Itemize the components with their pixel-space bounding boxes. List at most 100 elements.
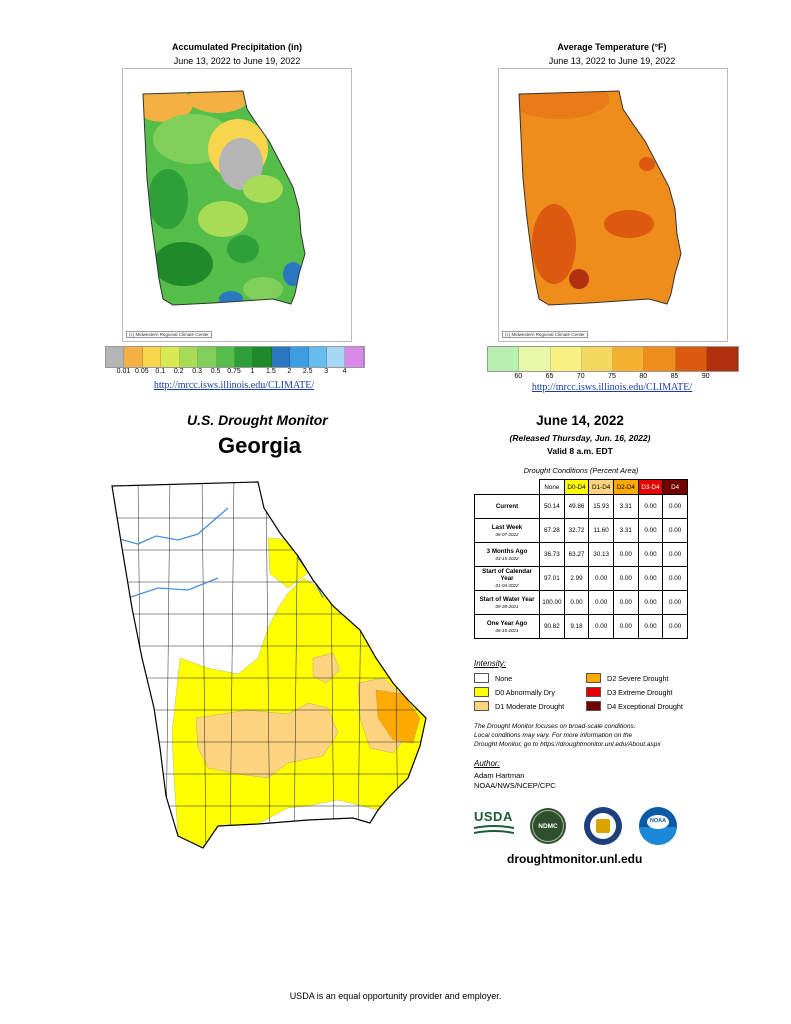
- table-cell: 0.00: [637, 518, 664, 543]
- temp-link[interactable]: http://mrcc.isws.illinois.edu/CLIMATE/: [531, 382, 693, 393]
- row-header: Start of Water Year 09-28-2021: [473, 590, 541, 615]
- intensity-label: D1 Moderate Drought: [495, 701, 565, 711]
- intensity-swatch: [586, 701, 601, 711]
- row-label: Start of Calendar Year: [482, 568, 532, 582]
- tick-label: 70: [576, 373, 585, 380]
- precip-link[interactable]: http://mrcc.isws.illinois.edu/CLIMATE/: [153, 380, 315, 391]
- intensity-swatch: [474, 701, 489, 711]
- ndmc-logo-text: NDMC: [538, 822, 558, 830]
- table-cell: 0.00: [637, 494, 664, 519]
- tick-label: 0.05: [135, 368, 149, 375]
- intensity-item: D3 Extreme Drought: [586, 687, 673, 697]
- table-cell: 0.00: [662, 518, 688, 543]
- temp-tick-labels: 60 65 70 75 80 85 90: [487, 373, 737, 383]
- intensity-label: D0 Abnormally Dry: [495, 687, 555, 697]
- release-date: (Released Thursday, Jun. 16, 2022): [509, 433, 651, 443]
- table-cell: 0.00: [612, 542, 639, 567]
- temp-map: [518, 90, 682, 306]
- row-label: One Year Ago: [486, 619, 528, 627]
- tick-label: 0.2: [173, 368, 184, 375]
- precip-tick-labels: 0.01 0.05 0.1 0.2 0.3 0.5 0.75 1 1.5 2 2.5 3 4: [105, 368, 363, 378]
- author-org: NOAA/NWS/NCEP/CPC: [474, 781, 556, 790]
- precip-map: [142, 90, 306, 306]
- table-row: One Year Ago 06-15-2021 90.82 9.18 0.00 0.00 0…: [473, 614, 688, 639]
- state-name: Georgia: [218, 433, 302, 458]
- intensity-label: None: [495, 673, 513, 683]
- table-cell: 0.00: [662, 590, 688, 615]
- intensity-label: D2 Severe Drought: [607, 673, 669, 683]
- intensity-swatch: [586, 687, 601, 697]
- valid-time: Valid 8 a.m. EDT: [547, 446, 613, 456]
- site-url[interactable]: droughtmonitor.unl.edu: [507, 852, 643, 866]
- row-header: Last Week 06-07-2022: [473, 518, 541, 543]
- row-label: Current: [495, 503, 519, 510]
- table-cell: 0.00: [637, 590, 664, 615]
- tick-label: 0.75: [227, 368, 241, 375]
- tick-label: 1.5: [265, 368, 276, 375]
- intensity-item: D0 Abnormally Dry: [474, 687, 555, 697]
- row-label: Start of Water Year: [479, 595, 535, 603]
- column-header: D2-D4: [612, 479, 639, 495]
- table-cell: 0.00: [612, 566, 639, 591]
- tick-label: 65: [545, 373, 554, 380]
- table-cell: 63.27: [563, 542, 590, 567]
- table-cell: 0.00: [612, 614, 639, 639]
- table-cell: 0.00: [563, 590, 590, 615]
- intensity-swatch: [474, 687, 489, 697]
- legend-swatch: [253, 347, 272, 367]
- intensity-item: D2 Severe Drought: [586, 673, 669, 683]
- legend-swatch: [581, 347, 613, 371]
- table-cell: 0.00: [588, 590, 614, 615]
- drought-stats-table: None D0-D4 D1-D4 D2-D4 D3-D4 D4 Current 50.14 4…: [473, 479, 688, 639]
- row-date: 01-04-2022: [495, 583, 519, 588]
- intensity-swatch: [474, 673, 489, 683]
- table-cell: 3.31: [612, 518, 639, 543]
- tick-label: 0.3: [192, 368, 203, 375]
- tick-label: 3: [324, 368, 329, 375]
- row-date: 06-15-2021: [495, 627, 519, 633]
- legend-swatch: [106, 347, 125, 367]
- intensity-label: D3 Extreme Drought: [607, 687, 673, 697]
- legend-swatch: [519, 347, 551, 371]
- table-cell: 97.01: [539, 566, 565, 591]
- table-cell: 2.99: [563, 566, 590, 591]
- monitor-heading: U.S. Drought Monitor: [187, 412, 328, 428]
- table-cell: 15.93: [588, 494, 614, 519]
- row-label: Last Week: [491, 523, 523, 531]
- table-cell: 30.13: [588, 542, 614, 567]
- intensity-item: None: [474, 673, 512, 683]
- legend-swatch: [345, 347, 364, 367]
- table-caption: Drought Conditions (Percent Area): [523, 466, 639, 475]
- legend-swatch: [675, 347, 707, 371]
- temp-subtitle: June 13, 2022 to June 19, 2022: [548, 56, 676, 66]
- tick-label: 85: [670, 373, 679, 380]
- temp-color-legend: [487, 346, 739, 372]
- note-line-2: Local conditions may vary. For more info…: [474, 732, 633, 739]
- legend-swatch: [271, 347, 291, 367]
- table-cell: 9.18: [563, 614, 590, 639]
- author-title: Author:: [474, 759, 500, 768]
- temp-title: Average Temperature (°F): [557, 42, 667, 52]
- table-row: Current 50.14 49.86 15.93 3.31 0.00 0.00: [473, 494, 688, 519]
- table-cell: 0.00: [612, 590, 639, 615]
- legend-swatch: [216, 347, 235, 367]
- table-row: 3 Months Ago 03-15-2022 36.73 63.27 30.13 0.0…: [473, 542, 688, 567]
- tick-label: 0.1: [155, 368, 166, 375]
- tick-label: 4: [342, 368, 347, 375]
- tick-label: 1: [250, 368, 255, 375]
- table-cell: 3.31: [612, 494, 639, 519]
- legend-swatch: [198, 347, 217, 367]
- table-cell: 50.14: [539, 494, 565, 519]
- column-header: D3-D4: [637, 479, 664, 495]
- noaa-logo-text: NOAA: [649, 818, 667, 824]
- precip-subtitle: June 13, 2022 to June 19, 2022: [173, 56, 301, 66]
- precip-credit: (c) Midwestern Regional Climate Center: [126, 331, 212, 338]
- ndmc-logo: NDMC: [530, 808, 566, 844]
- table-row: Last Week 06-07-2022 67.28 32.72 11.60 3.31 0.…: [473, 518, 688, 543]
- intensity-title: Intensity:: [474, 659, 507, 668]
- tick-label: 2.5: [302, 368, 313, 375]
- intensity-item: D4 Exceptional Drought: [586, 701, 683, 711]
- usda-logo: USDA: [474, 809, 514, 843]
- legend-swatch: [161, 347, 180, 367]
- table-row: Start of Water Year 09-28-2021 100.00 0.00 0…: [473, 590, 688, 615]
